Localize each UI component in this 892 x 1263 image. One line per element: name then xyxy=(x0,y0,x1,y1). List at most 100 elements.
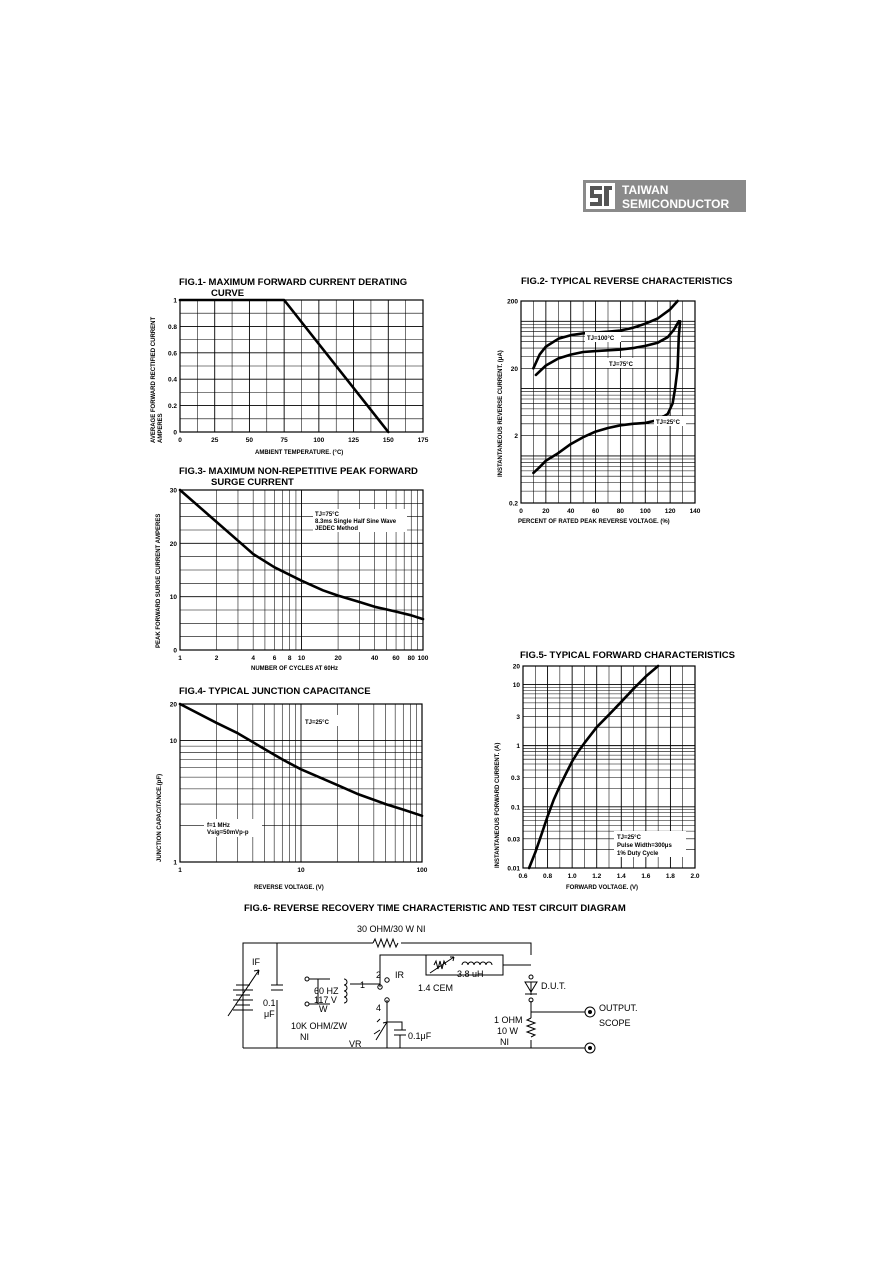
fig6-switch-node1 xyxy=(377,984,383,990)
fig6-resistor-top xyxy=(372,937,399,949)
fig2-curves xyxy=(532,299,682,475)
fig5-xtick-label: 1.4 xyxy=(617,873,626,880)
fig5-xtick-label: 0.6 xyxy=(518,873,527,880)
fig5-ytick-label: 3 xyxy=(516,714,520,721)
fig1-ytick-label: 0.4 xyxy=(168,377,177,384)
fig2-xticks: 0 20 40 60 80 100 120 140 xyxy=(519,508,701,515)
fig1-xtick-label: 100 xyxy=(313,437,324,444)
fig3-title-line1: FIG.3- MAXIMUM NON-REPETITIVE PEAK FORWA… xyxy=(179,466,418,477)
fig6-cap2 xyxy=(394,1029,406,1040)
fig1-xtick-label: 125 xyxy=(348,437,359,444)
fig3-annotation-3: JEDEC Method xyxy=(315,526,358,532)
fig3-ytick-label: 0 xyxy=(173,648,177,655)
fig6-node4-label: 4 xyxy=(376,1003,381,1013)
fig5-annotation-2: Pulse Width=300μs xyxy=(617,843,672,849)
fig3-annotation-bg xyxy=(313,509,407,532)
fig5-xtick-label: 1.8 xyxy=(666,873,675,880)
fig6-r2-label-b: 10 W xyxy=(497,1026,519,1036)
fig1-ylabel-line2: AMPERES xyxy=(158,413,164,443)
fig5-ytick-label: 0.3 xyxy=(511,775,520,782)
fig5-ytick-label: 0.03 xyxy=(507,836,520,843)
fig4-annotation-1: TJ=25°C xyxy=(305,720,330,726)
fig4-yticks: 1 10 20 xyxy=(170,702,178,867)
fig3-ytick-label: 20 xyxy=(170,541,178,548)
fig4-frame xyxy=(179,703,423,863)
fig5-curves xyxy=(527,664,660,870)
fig5-ytick-label: 10 xyxy=(513,682,521,689)
fig4-annotation-bg-2 xyxy=(204,819,262,837)
fig2-series-line-1 xyxy=(534,319,681,377)
fig6-diode xyxy=(524,981,538,995)
fig2-xlabel: PERCENT OF RATED PEAK REVERSE VOLTAGE. (… xyxy=(518,519,670,525)
fig6-source-node-top xyxy=(304,976,310,982)
fig6-r2-label-c: NI xyxy=(500,1037,509,1047)
fig5-xtick-label: 1.0 xyxy=(568,873,577,880)
fig3-series-line-0 xyxy=(178,488,425,621)
fig5-xtick-label: 1.2 xyxy=(592,873,601,880)
fig2-series-line-2 xyxy=(532,319,682,475)
fig4-ylabel: JUNCTION CAPACITANCE.(pF) xyxy=(157,774,163,862)
fig6-pot-label-b: NI xyxy=(300,1032,309,1042)
fig3-frame xyxy=(179,489,424,651)
fig4-grid xyxy=(179,703,423,863)
fig1-ytick-label: 1 xyxy=(173,298,177,305)
fig3-annotation-2: 8.3ms Single Half Sine Wave xyxy=(315,519,397,525)
fig4-ytick-label: 1 xyxy=(173,860,177,867)
fig6-if-label: IF xyxy=(252,957,261,967)
fig3-title-line2: SURGE CURRENT xyxy=(211,477,294,488)
fig5-xlabel: FORWARD VOLTAGE. (V) xyxy=(566,885,638,891)
logo-mark-icon xyxy=(590,186,612,206)
fig4-title: FIG.4- TYPICAL JUNCTION CAPACITANCE xyxy=(179,686,371,697)
fig3-xtick-label: 40 xyxy=(371,655,379,662)
fig2-xtick-label: 140 xyxy=(690,508,701,515)
fig1-xlabel: AMBIENT TEMPERATURE. (°C) xyxy=(255,450,343,456)
fig5-yticks: 0.01 0.03 0.1 0.3 1 3 10 20 xyxy=(507,664,520,873)
fig2-label-bg-75 xyxy=(607,358,639,368)
fig2-xtick-label: 40 xyxy=(567,508,575,515)
fig2-ytick-label: 2 xyxy=(514,433,518,440)
fig6-dut-node-top xyxy=(528,974,534,980)
fig4-xticks: 1 10 100 xyxy=(178,867,428,874)
fig4-xtick-label: 100 xyxy=(417,867,428,874)
fig5-xtick-label: 1.6 xyxy=(641,873,650,880)
fig3-curves xyxy=(178,488,425,621)
fig1-ytick-label: 0.2 xyxy=(168,403,177,410)
fig2-series-label-100: TJ=100°C xyxy=(587,336,615,342)
fig4-ytick-label: 10 xyxy=(170,738,178,745)
fig3-xtick-label: 1 xyxy=(178,655,182,662)
fig5-chart: FIG.5- TYPICAL FORWARD CHARACTERISTICS I… xyxy=(495,650,735,891)
fig2-xtick-label: 80 xyxy=(617,508,625,515)
fig6-ir-label: IR xyxy=(395,970,405,980)
fig2-frame xyxy=(520,300,696,504)
fig1-xticks: 0 25 50 75 100 125 150 175 xyxy=(178,437,429,444)
company-logo: TAIWAN SEMICONDUCTOR xyxy=(583,180,746,212)
fig4-chart: FIG.4- TYPICAL JUNCTION CAPACITANCE JUNC… xyxy=(157,686,428,891)
fig5-ytick-label: 0.1 xyxy=(511,804,520,811)
fig4-xtick-label: 10 xyxy=(297,867,305,874)
fig6-cap1-label-b: μF xyxy=(264,1009,275,1019)
fig2-ytick-label: 200 xyxy=(507,299,518,306)
fig4-xlabel: REVERSE VOLTAGE. (V) xyxy=(254,885,324,891)
fig6-inductor-label: 3.8 uH xyxy=(457,969,484,979)
fig6-pot-label-a: 10K OHM/ZW xyxy=(291,1021,348,1031)
fig1-xtick-label: 25 xyxy=(211,437,219,444)
fig6-resistor-1ohm xyxy=(525,1017,537,1038)
fig1-ytick-label: 0 xyxy=(173,430,177,437)
fig5-ytick-label: 1 xyxy=(516,743,520,750)
fig3-ylabel: PEAK FORWARD SURGE CURRENT AMPERES xyxy=(156,514,162,648)
fig6-ground-terminal-inner xyxy=(588,1046,592,1050)
fig3-xtick-label: 4 xyxy=(251,655,255,662)
fig6-source-leads xyxy=(309,978,318,1005)
fig3-ytick-label: 10 xyxy=(170,594,178,601)
fig6-r-top-label: 30 OHM/30 W NI xyxy=(357,924,426,934)
fig3-chart: FIG.3- MAXIMUM NON-REPETITIVE PEAK FORWA… xyxy=(156,466,429,672)
logo-line2: SEMICONDUCTOR xyxy=(622,197,729,211)
fig3-xlabel: NUMBER OF CYCLES AT 60Hz xyxy=(251,666,338,672)
fig2-xtick-label: 0 xyxy=(519,508,523,515)
fig4-ytick-label: 20 xyxy=(170,702,178,709)
fig5-series-line-0 xyxy=(527,664,660,870)
fig6-title: FIG.6- REVERSE RECOVERY TIME CHARACTERIS… xyxy=(244,903,626,914)
logo-line1: TAIWAN xyxy=(622,183,668,197)
fig5-xticks: 0.6 0.8 1.0 1.2 1.4 1.6 1.8 2.0 xyxy=(518,873,699,880)
fig6-transformer xyxy=(343,978,348,1004)
